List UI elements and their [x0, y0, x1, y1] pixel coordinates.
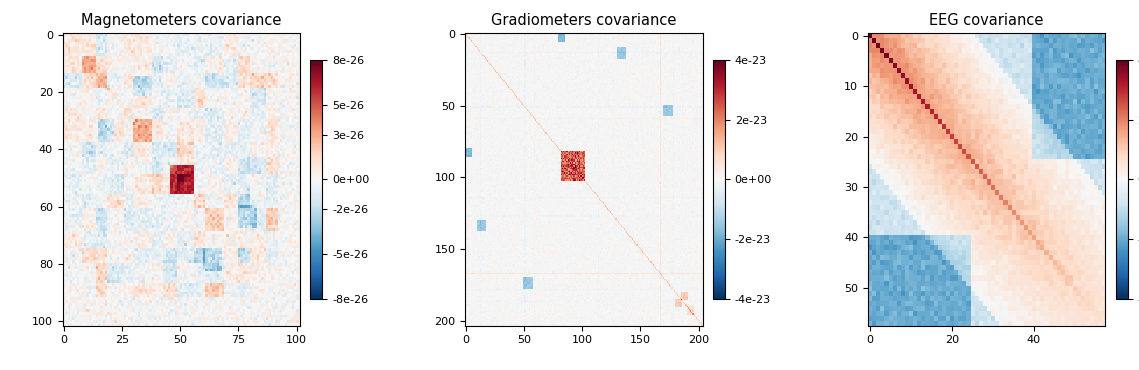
Title: Gradiometers covariance: Gradiometers covariance: [491, 13, 677, 28]
Title: Magnetometers covariance: Magnetometers covariance: [81, 13, 281, 28]
Title: EEG covariance: EEG covariance: [929, 13, 1043, 28]
